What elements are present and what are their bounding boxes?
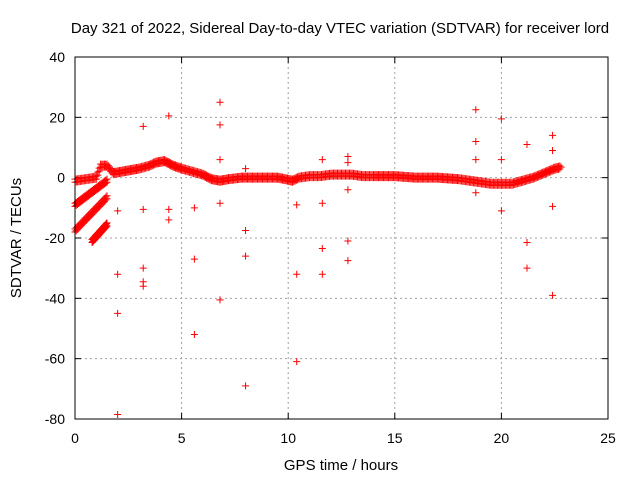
outlier-point <box>472 189 480 197</box>
outlier-point <box>497 207 505 215</box>
outlier-point <box>165 216 173 224</box>
trace-point <box>557 163 565 171</box>
outlier-point <box>139 264 147 272</box>
x-tick-label: 0 <box>71 430 79 446</box>
outlier-point <box>216 121 224 129</box>
outlier-point <box>139 205 147 213</box>
trace-point <box>94 168 102 176</box>
outlier-point <box>523 239 531 247</box>
axis-ticks: 0 5 10 15 20 25 -80 -60 -40 -20 0 20 40 <box>45 49 616 446</box>
y-tick-label: -20 <box>45 230 65 246</box>
outlier-point <box>344 257 352 265</box>
outlier-point <box>114 309 122 317</box>
outlier-point <box>165 205 173 213</box>
outlier-point <box>318 245 326 253</box>
plot-frame <box>74 56 609 420</box>
grid-lines <box>75 57 608 419</box>
outlier-point <box>114 410 122 418</box>
outlier-point <box>293 270 301 278</box>
outlier-point <box>242 226 250 234</box>
outlier-point <box>472 156 480 164</box>
diagonal-track-point <box>102 193 110 201</box>
outlier-point <box>242 382 250 390</box>
y-tick-label: -80 <box>45 411 65 427</box>
y-axis-label: SDTVAR / TECUs <box>8 178 25 298</box>
outlier-point <box>242 252 250 260</box>
outlier-point <box>216 98 224 106</box>
outlier-point <box>344 186 352 194</box>
x-tick-label: 20 <box>494 430 510 446</box>
y-tick-label: 20 <box>49 109 65 125</box>
outlier-point <box>216 156 224 164</box>
outlier-point <box>165 112 173 120</box>
outlier-point <box>472 137 480 145</box>
data-points <box>71 98 565 418</box>
y-tick-label: -40 <box>45 290 65 306</box>
outlier-point <box>344 159 352 167</box>
outlier-point <box>293 201 301 209</box>
diagonal-track-point <box>103 175 111 183</box>
outlier-point <box>472 106 480 114</box>
chart-title: Day 321 of 2022, Sidereal Day-to-day VTE… <box>71 20 609 37</box>
outlier-point <box>139 122 147 130</box>
trace-point <box>92 172 100 180</box>
y-tick-label: 0 <box>57 170 65 186</box>
diagonal-track-point <box>103 192 111 200</box>
outlier-point <box>216 199 224 207</box>
trace-point <box>556 162 564 170</box>
outlier-point <box>216 296 224 304</box>
outlier-point <box>293 358 301 366</box>
outlier-point <box>549 131 557 139</box>
outlier-point <box>549 147 557 155</box>
x-tick-label: 10 <box>280 430 296 446</box>
diagonal-track-point <box>103 219 111 227</box>
outlier-point <box>549 202 557 210</box>
outlier-point <box>549 291 557 299</box>
outlier-point <box>497 156 505 164</box>
x-axis-label: GPS time / hours <box>284 457 398 474</box>
y-tick-label: -60 <box>45 351 65 367</box>
outlier-point <box>242 165 250 173</box>
outlier-point <box>318 199 326 207</box>
outlier-point <box>190 255 198 263</box>
outlier-point <box>114 207 122 215</box>
x-tick-label: 25 <box>600 430 616 446</box>
outlier-point <box>497 115 505 123</box>
outlier-point <box>318 156 326 164</box>
outlier-point <box>190 204 198 212</box>
outlier-point <box>523 264 531 272</box>
x-tick-label: 15 <box>387 430 403 446</box>
x-tick-label: 5 <box>178 430 186 446</box>
y-tick-label: 40 <box>49 49 65 65</box>
outlier-point <box>190 331 198 339</box>
outlier-point <box>114 270 122 278</box>
outlier-point <box>344 237 352 245</box>
outlier-point <box>318 270 326 278</box>
outlier-point <box>344 153 352 161</box>
outlier-point <box>139 282 147 290</box>
outlier-point <box>523 140 531 148</box>
